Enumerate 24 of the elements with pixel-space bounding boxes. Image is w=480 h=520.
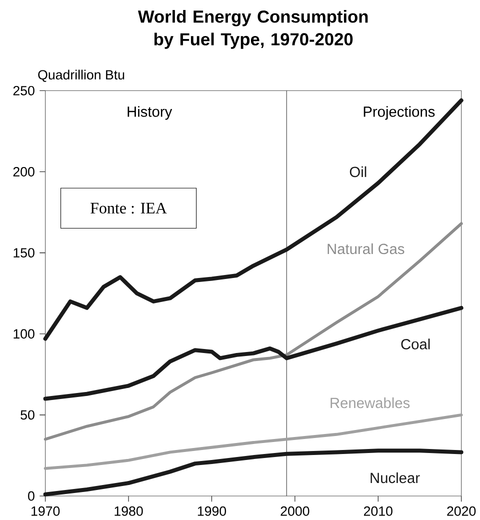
chart-title: World Energy Consumption by Fuel Type, 1970-2020 <box>138 10 368 49</box>
series-label: Coal <box>401 338 430 350</box>
annotation: Fonte : IEA <box>90 202 167 214</box>
y-tick-label: 150 <box>14 248 34 258</box>
line-series <box>44 222 463 441</box>
series-label: Renewables <box>330 397 410 408</box>
y-tick-label: 50 <box>20 410 34 420</box>
x-tick-label: 2020 <box>447 506 476 516</box>
annotation: Projections <box>364 106 435 120</box>
y-tick-label: 100 <box>14 329 34 339</box>
x-tick-label: 1970 <box>32 506 60 516</box>
series-label: Natural Gas <box>328 243 404 254</box>
x-tick-label: 2000 <box>280 506 310 516</box>
series-label: Nuclear <box>370 472 420 484</box>
x-tick-label: 2010 <box>364 506 392 516</box>
x-tick-label: 1990 <box>198 506 226 516</box>
y-axis-title: Quadrillion Btu <box>38 70 124 82</box>
line-series <box>43 448 464 496</box>
annotation: History <box>128 106 172 120</box>
y-tick-label: 200 <box>13 167 34 176</box>
x-tick-label: 1980 <box>114 506 143 516</box>
y-tick-label: 250 <box>13 86 34 96</box>
series-label: Oil <box>350 166 366 178</box>
y-tick-label: 0 <box>28 491 34 501</box>
